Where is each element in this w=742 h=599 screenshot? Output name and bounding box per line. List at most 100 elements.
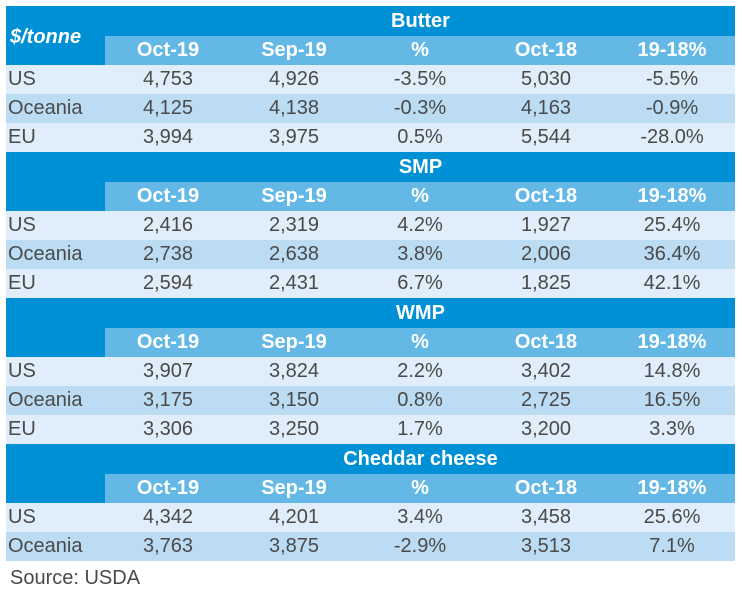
column-header: 19-18%: [637, 331, 707, 353]
table-row: Oceania 3,763 3,875 -2.9% 3,513 7.1%: [6, 532, 735, 561]
table-cell: 14.8%: [643, 360, 701, 382]
column-header-row: Oct-19 Sep-19% Oct-18 19-18%: [6, 182, 735, 211]
row-region-label: EU: [8, 126, 36, 148]
column-header: Oct-19: [136, 39, 200, 61]
row-cells: 4,753 4,926 -3.5% 5,030 -5.5%: [105, 65, 735, 94]
column-header: Oct-18: [514, 39, 578, 61]
table-cell: 4,201: [268, 506, 320, 528]
table-cell: 1,927: [520, 214, 572, 236]
table-cell: 5,544: [520, 126, 572, 148]
table-row: Oceania 2,738 2,638 3.8% 2,006 36.4%: [6, 240, 735, 269]
table-cell: 3,763: [142, 535, 194, 557]
column-header: Oct-18: [514, 185, 578, 207]
row-region-label: US: [8, 360, 36, 382]
table-cell: 3.8%: [397, 243, 443, 265]
section-title: Butter: [391, 10, 450, 32]
table-cell: 3,994: [142, 126, 194, 148]
table-cell: -5.5%: [645, 68, 699, 90]
column-header: Sep-19: [261, 477, 327, 499]
section-title: Cheddar cheese: [343, 448, 498, 470]
column-headers: Oct-19 Sep-19% Oct-18 19-18%: [105, 474, 735, 503]
table-cell: 0.8%: [397, 389, 443, 411]
table-cell: 3,824: [268, 360, 320, 382]
section-title-row: WMP: [6, 298, 735, 328]
table-row: EU 3,306 3,250 1.7% 3,200 3.3%: [6, 415, 735, 444]
row-region-label: Oceania: [8, 243, 83, 265]
table-cell: 3,150: [268, 389, 320, 411]
table-cell: 36.4%: [643, 243, 701, 265]
row-cells: 2,416 2,319 4.2% 1,927 25.4%: [105, 211, 735, 240]
table-cell: -0.9%: [645, 97, 699, 119]
column-header: Oct-19: [136, 331, 200, 353]
table-cell: 2,006: [520, 243, 572, 265]
section-title: SMP: [398, 156, 443, 178]
table-cell: 2,638: [268, 243, 320, 265]
table-cell: 2,738: [142, 243, 194, 265]
row-cells: 3,763 3,875 -2.9% 3,513 7.1%: [105, 532, 735, 561]
table-cell: -2.9%: [393, 535, 447, 557]
table-cell: 4.2%: [397, 214, 443, 236]
column-headers: Oct-19 Sep-19% Oct-18 19-18%: [105, 36, 735, 65]
table-cell: 3,875: [268, 535, 320, 557]
row-region-label: Oceania: [8, 389, 83, 411]
row-region-label: EU: [8, 272, 36, 294]
section-butter: Butter $/tonne Oct-19 Sep-19% Oct-18 19-18% US…: [6, 6, 735, 152]
table-cell: 1.7%: [397, 418, 443, 440]
header-spacer: [6, 182, 105, 211]
table-cell: 2.2%: [397, 360, 443, 382]
table-row: US 4,342 4,201 3.4% 3,458 25.6%: [6, 503, 735, 532]
table-cell: 3,306: [142, 418, 194, 440]
column-header: Oct-19: [136, 477, 200, 499]
row-cells: 3,175 3,150 0.8% 2,725 16.5%: [105, 386, 735, 415]
table-row: US 2,416 2,319 4.2% 1,927 25.4%: [6, 211, 735, 240]
table-cell: 4,125: [142, 97, 194, 119]
table-cell: 3,250: [268, 418, 320, 440]
section-title: WMP: [396, 302, 445, 324]
table-cell: 2,725: [520, 389, 572, 411]
table-cell: 4,138: [268, 97, 320, 119]
column-header: Sep-19: [261, 39, 327, 61]
row-cells: 3,907 3,824 2.2% 3,402 14.8%: [105, 357, 735, 386]
table-cell: 5,030: [520, 68, 572, 90]
table-cell: 3,402: [520, 360, 572, 382]
table-cell: -0.3%: [393, 97, 447, 119]
table-cell: 4,753: [142, 68, 194, 90]
table-cell: 16.5%: [643, 389, 701, 411]
section-title-row: Butter: [6, 6, 735, 36]
table-cell: 0.5%: [397, 126, 443, 148]
table-cell: 3.4%: [397, 506, 443, 528]
table-cell: 6.7%: [397, 272, 443, 294]
section-wmp: WMP Oct-19 Sep-19% Oct-18 19-18% US 3,907 3,824…: [6, 298, 735, 444]
table-cell: 3,907: [142, 360, 194, 382]
column-header: %: [411, 331, 429, 353]
dairy-price-table: Butter $/tonne Oct-19 Sep-19% Oct-18 19-18% US…: [6, 6, 735, 561]
table-cell: 3,458: [520, 506, 572, 528]
table-cell: 2,431: [268, 272, 320, 294]
column-header: 19-18%: [637, 477, 707, 499]
column-headers: Oct-19 Sep-19% Oct-18 19-18%: [105, 182, 735, 211]
column-header-row: Oct-19 Sep-19% Oct-18 19-18%: [6, 474, 735, 503]
source-note: Source: USDA: [10, 567, 141, 589]
row-region-label: US: [8, 506, 36, 528]
table-cell: -3.5%: [393, 68, 447, 90]
table-cell: 2,319: [268, 214, 320, 236]
column-header: 19-18%: [637, 185, 707, 207]
column-header: %: [411, 185, 429, 207]
table-cell: 3,200: [520, 418, 572, 440]
row-cells: 3,994 3,975 0.5% 5,544 -28.0%: [105, 123, 735, 152]
table-cell: 3.3%: [649, 418, 695, 440]
table-cell: 3,513: [520, 535, 572, 557]
table-cell: -28.0%: [640, 126, 704, 148]
table-row: US 3,907 3,824 2.2% 3,402 14.8%: [6, 357, 735, 386]
table-row: Oceania 4,125 4,138 -0.3% 4,163 -0.9%: [6, 94, 735, 123]
unit-label: $/tonne: [10, 26, 82, 48]
column-header: Oct-18: [514, 331, 578, 353]
column-header: Oct-19: [136, 185, 200, 207]
table-cell: 2,594: [142, 272, 194, 294]
row-cells: 2,738 2,638 3.8% 2,006 36.4%: [105, 240, 735, 269]
row-region-label: US: [8, 68, 36, 90]
column-header: %: [411, 477, 429, 499]
table-cell: 25.6%: [643, 506, 701, 528]
table-cell: 25.4%: [643, 214, 701, 236]
section-cheddar-cheese: Cheddar cheese Oct-19 Sep-19% Oct-18 19-18% U…: [6, 444, 735, 561]
